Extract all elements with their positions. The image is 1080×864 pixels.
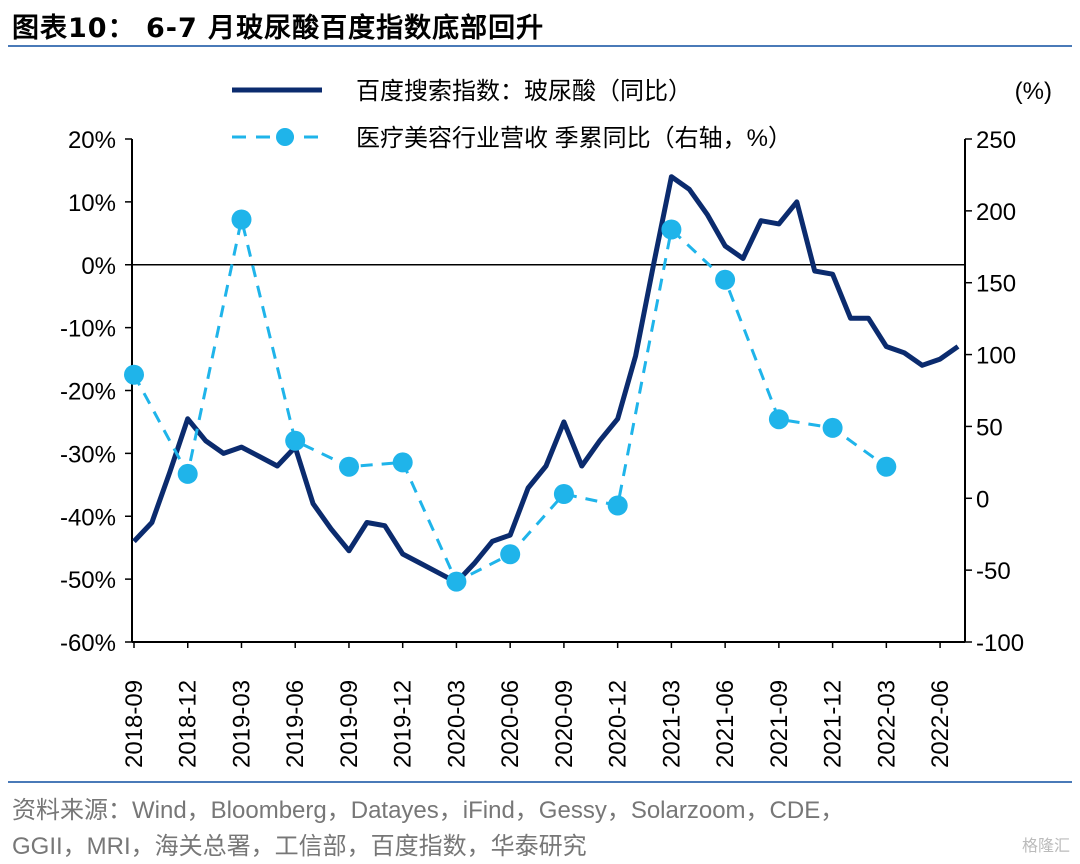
revenue-point — [661, 219, 682, 240]
x-axis-tick-label: 2021-06 — [712, 680, 739, 768]
chart: 百度搜索指数：玻尿酸（同比） 医疗美容行业营收 季累同比（右轴，%） (%) 2… — [60, 78, 1052, 768]
right-axis-tick-label: 150 — [976, 271, 1016, 298]
x-axis-tick-label: 2018-09 — [121, 680, 148, 768]
right-axis-tick-label: -100 — [976, 630, 1024, 657]
source-line-1: 资料来源：Wind，Bloomberg，Datayes，iFind，Gessy，… — [12, 797, 845, 824]
revenue-point — [285, 430, 306, 451]
left-axis-tick-label: 20% — [68, 127, 116, 154]
source-rule — [8, 781, 1072, 783]
right-axis-unit: (%) — [1015, 78, 1052, 105]
revenue-point — [339, 456, 359, 477]
x-axis-tick-label: 2021-03 — [658, 680, 685, 768]
revenue-point — [822, 417, 843, 438]
left-axis-tick-label: 10% — [68, 190, 116, 217]
x-axis-tick-label: 2019-03 — [228, 680, 255, 768]
x-axis-tick-label: 2019-12 — [390, 680, 417, 768]
revenue-point — [124, 364, 144, 385]
right-axis-tick-label: 0 — [976, 486, 989, 513]
right-axis-tick-label: 250 — [976, 127, 1016, 154]
revenue-point — [177, 463, 198, 484]
legend: 百度搜索指数：玻尿酸（同比） 医疗美容行业营收 季累同比（右轴，%） — [232, 78, 792, 152]
watermark: 格隆汇 — [1021, 836, 1070, 855]
x-axis-tick-label: 2022-06 — [927, 680, 954, 768]
revenue-series-line — [132, 219, 888, 584]
x-axis-tick-label: 2019-06 — [282, 680, 309, 768]
revenue-point — [231, 209, 252, 230]
revenue-point — [392, 452, 413, 473]
axes: 20% 10% 0% -10% -20% -30% -40% -50% -60% 250 200 15… — [60, 127, 1024, 768]
left-axis-tick-label: -30% — [60, 441, 116, 468]
revenue-point — [553, 484, 574, 504]
right-axis-tick-label: 100 — [976, 343, 1016, 370]
revenue-point — [446, 571, 467, 592]
legend-baidu-label: 百度搜索指数：玻尿酸（同比） — [356, 78, 692, 105]
left-axis-tick-label: -60% — [60, 630, 116, 657]
right-axis-tick-label: 200 — [976, 199, 1016, 226]
legend-revenue-label: 医疗美容行业营收 季累同比（右轴，%） — [356, 125, 792, 152]
x-axis-tick-label: 2020-06 — [497, 680, 524, 768]
x-axis-tick-label: 2018-12 — [175, 680, 202, 768]
left-axis-tick-label: -50% — [60, 567, 116, 594]
x-axis-tick-label: 2021-12 — [820, 680, 847, 768]
x-axis-tick-label: 2020-09 — [551, 680, 578, 768]
revenue-point — [768, 409, 789, 430]
x-axis-tick-label: 2020-03 — [443, 680, 470, 768]
revenue-point — [607, 495, 628, 516]
legend-revenue-marker — [276, 128, 294, 146]
right-axis-tick-label: 50 — [976, 414, 1003, 441]
revenue-point — [500, 544, 521, 565]
series-baidu-search-index — [132, 174, 960, 585]
x-axis-tick-label: 2020-12 — [605, 680, 632, 768]
figure-title: 图表10： 6-7 月玻尿酸百度指数底部回升 — [12, 13, 545, 44]
baidu-series-line — [132, 174, 960, 585]
right-axis-tick-label: -50 — [976, 558, 1011, 585]
x-axis-tick-label: 2021-09 — [766, 680, 793, 768]
left-axis-tick-label: 0% — [81, 253, 116, 280]
x-axis-tick-label: 2022-03 — [873, 680, 900, 768]
left-axis-tick-label: -10% — [60, 316, 116, 343]
x-axis-tick-label: 2019-09 — [336, 680, 363, 768]
source-line-2: GGII，MRI，海关总署，工信部，百度指数，华泰研究 — [12, 833, 587, 860]
revenue-point — [715, 269, 736, 290]
series-medical-beauty-revenue — [124, 209, 897, 592]
title-rule — [8, 45, 1072, 47]
left-axis-tick-label: -40% — [60, 504, 116, 531]
revenue-point — [876, 456, 897, 477]
left-axis-tick-label: -20% — [60, 379, 116, 406]
